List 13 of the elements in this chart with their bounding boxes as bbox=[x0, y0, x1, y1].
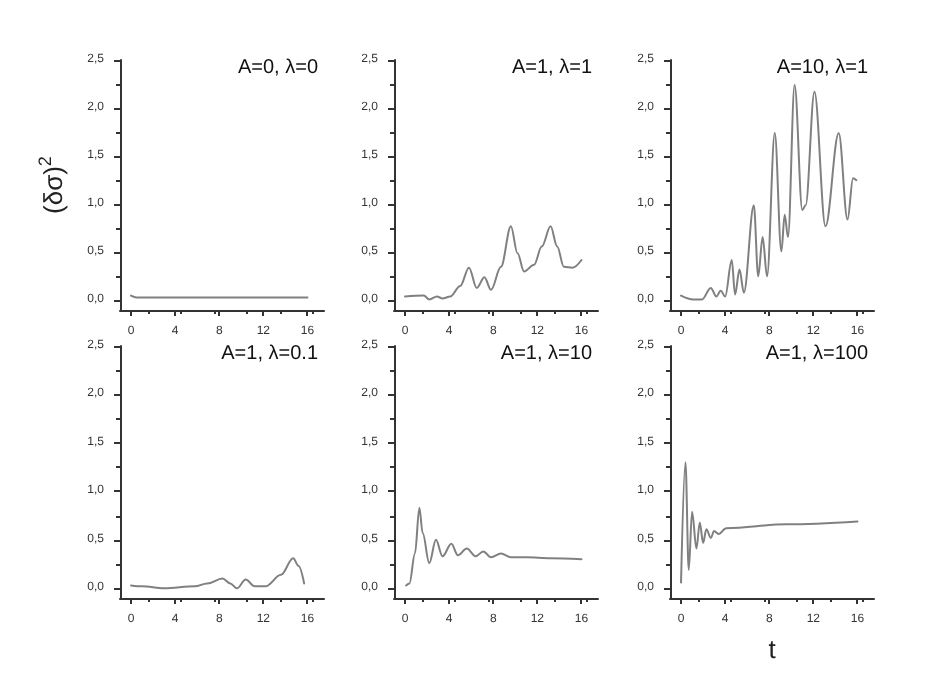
line-series bbox=[404, 225, 583, 301]
chart-title: A=10, λ=1 bbox=[776, 57, 869, 79]
chart-title: A=1, λ=1 bbox=[511, 57, 593, 79]
line-series bbox=[680, 84, 858, 301]
chart-title: A=1, λ=100 bbox=[765, 343, 869, 365]
chart-title: A=0, λ=0 bbox=[237, 57, 319, 79]
chart-title: A=1, λ=10 bbox=[500, 343, 593, 365]
x-axis-title: t bbox=[768, 633, 777, 664]
line-series bbox=[405, 506, 583, 587]
line-series bbox=[130, 557, 306, 590]
y-axis-title: (δσ)2 bbox=[34, 156, 68, 214]
chart-title: A=1, λ=0.1 bbox=[221, 343, 319, 365]
line-series bbox=[680, 461, 859, 584]
